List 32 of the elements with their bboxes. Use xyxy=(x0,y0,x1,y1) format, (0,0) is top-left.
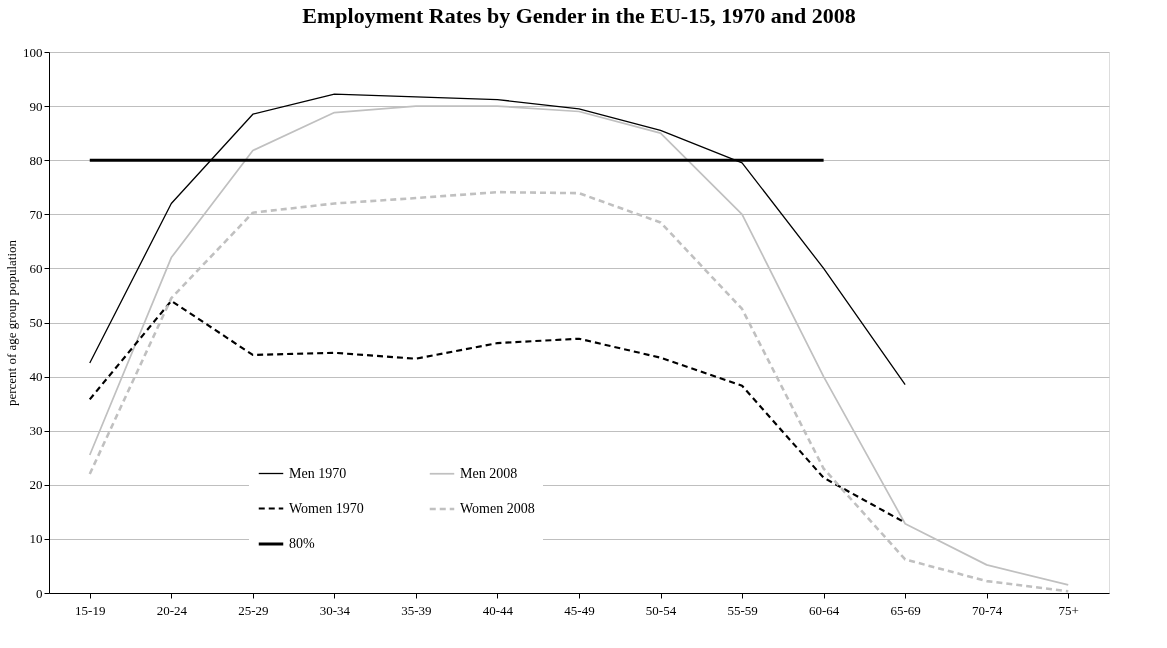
legend-label: 80% xyxy=(289,536,315,551)
legend-label: Men 2008 xyxy=(460,465,518,481)
y-tick-label: 30 xyxy=(29,423,43,439)
x-tick-label: 20-24 xyxy=(156,602,188,618)
x-tick-label: 40-44 xyxy=(482,602,514,618)
x-tick-label: 60-64 xyxy=(808,602,840,618)
x-tick-label: 30-34 xyxy=(319,602,351,618)
y-tick-label: 60 xyxy=(29,260,43,276)
x-tick-label: 70-74 xyxy=(972,602,1003,618)
x-tick-label: 75+ xyxy=(1058,602,1079,618)
x-tick-label: 65-69 xyxy=(890,602,921,618)
y-tick-label: 50 xyxy=(29,315,43,330)
line-series xyxy=(89,93,906,386)
y-tick-label: 70 xyxy=(29,206,43,222)
legend-label: Women 1970 xyxy=(289,500,364,516)
y-tick-label: 0 xyxy=(36,585,43,601)
legend-label: Men 1970 xyxy=(289,465,347,481)
legend-label: Women 2008 xyxy=(460,501,535,516)
chart-title: Employment Rates by Gender in the EU-15, 1970 and 2008 xyxy=(302,3,856,28)
y-tick-label: 40 xyxy=(29,369,43,385)
x-tick-label: 35-39 xyxy=(401,602,432,618)
y-tick-label: 10 xyxy=(29,531,43,547)
y-tick-label: 100 xyxy=(23,44,43,60)
y-tick-label: 80 xyxy=(29,152,43,168)
y-axis-title: percent of age group population xyxy=(4,239,19,407)
x-tick-label: 55-59 xyxy=(727,602,758,618)
y-tick-label: 20 xyxy=(29,477,43,493)
x-tick-label: 50-54 xyxy=(645,602,677,618)
x-tick-label: 45-49 xyxy=(564,602,595,618)
y-tick-label: 90 xyxy=(29,98,43,114)
x-tick-label: 25-29 xyxy=(238,602,269,618)
x-tick-label: 15-19 xyxy=(75,602,106,618)
